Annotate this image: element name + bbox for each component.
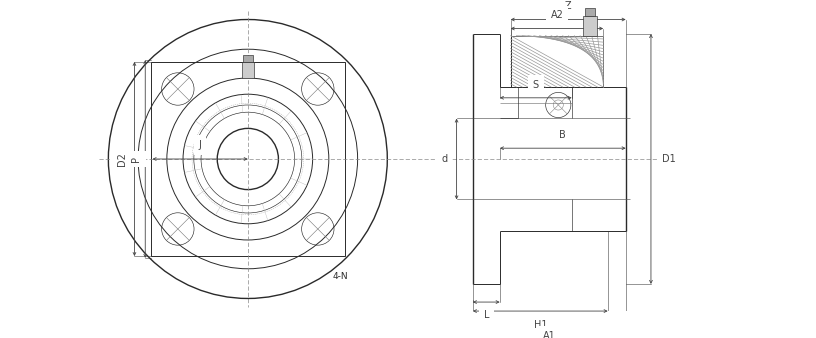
Text: A1: A1 xyxy=(543,331,556,338)
Text: H1: H1 xyxy=(534,320,547,330)
Bar xyxy=(242,62,254,78)
Text: S: S xyxy=(533,80,539,90)
Text: B: B xyxy=(560,130,566,140)
Text: 4-N: 4-N xyxy=(333,272,348,281)
Text: L: L xyxy=(484,310,489,320)
Bar xyxy=(151,62,345,256)
Bar xyxy=(583,16,597,36)
Text: d: d xyxy=(441,154,448,164)
Text: A2: A2 xyxy=(551,10,563,20)
Bar xyxy=(243,55,252,62)
Text: Z: Z xyxy=(565,1,571,10)
Text: P: P xyxy=(131,156,141,162)
Text: D1: D1 xyxy=(662,154,676,164)
Text: J: J xyxy=(199,140,202,150)
Bar xyxy=(585,8,595,16)
Text: D2: D2 xyxy=(117,152,126,166)
